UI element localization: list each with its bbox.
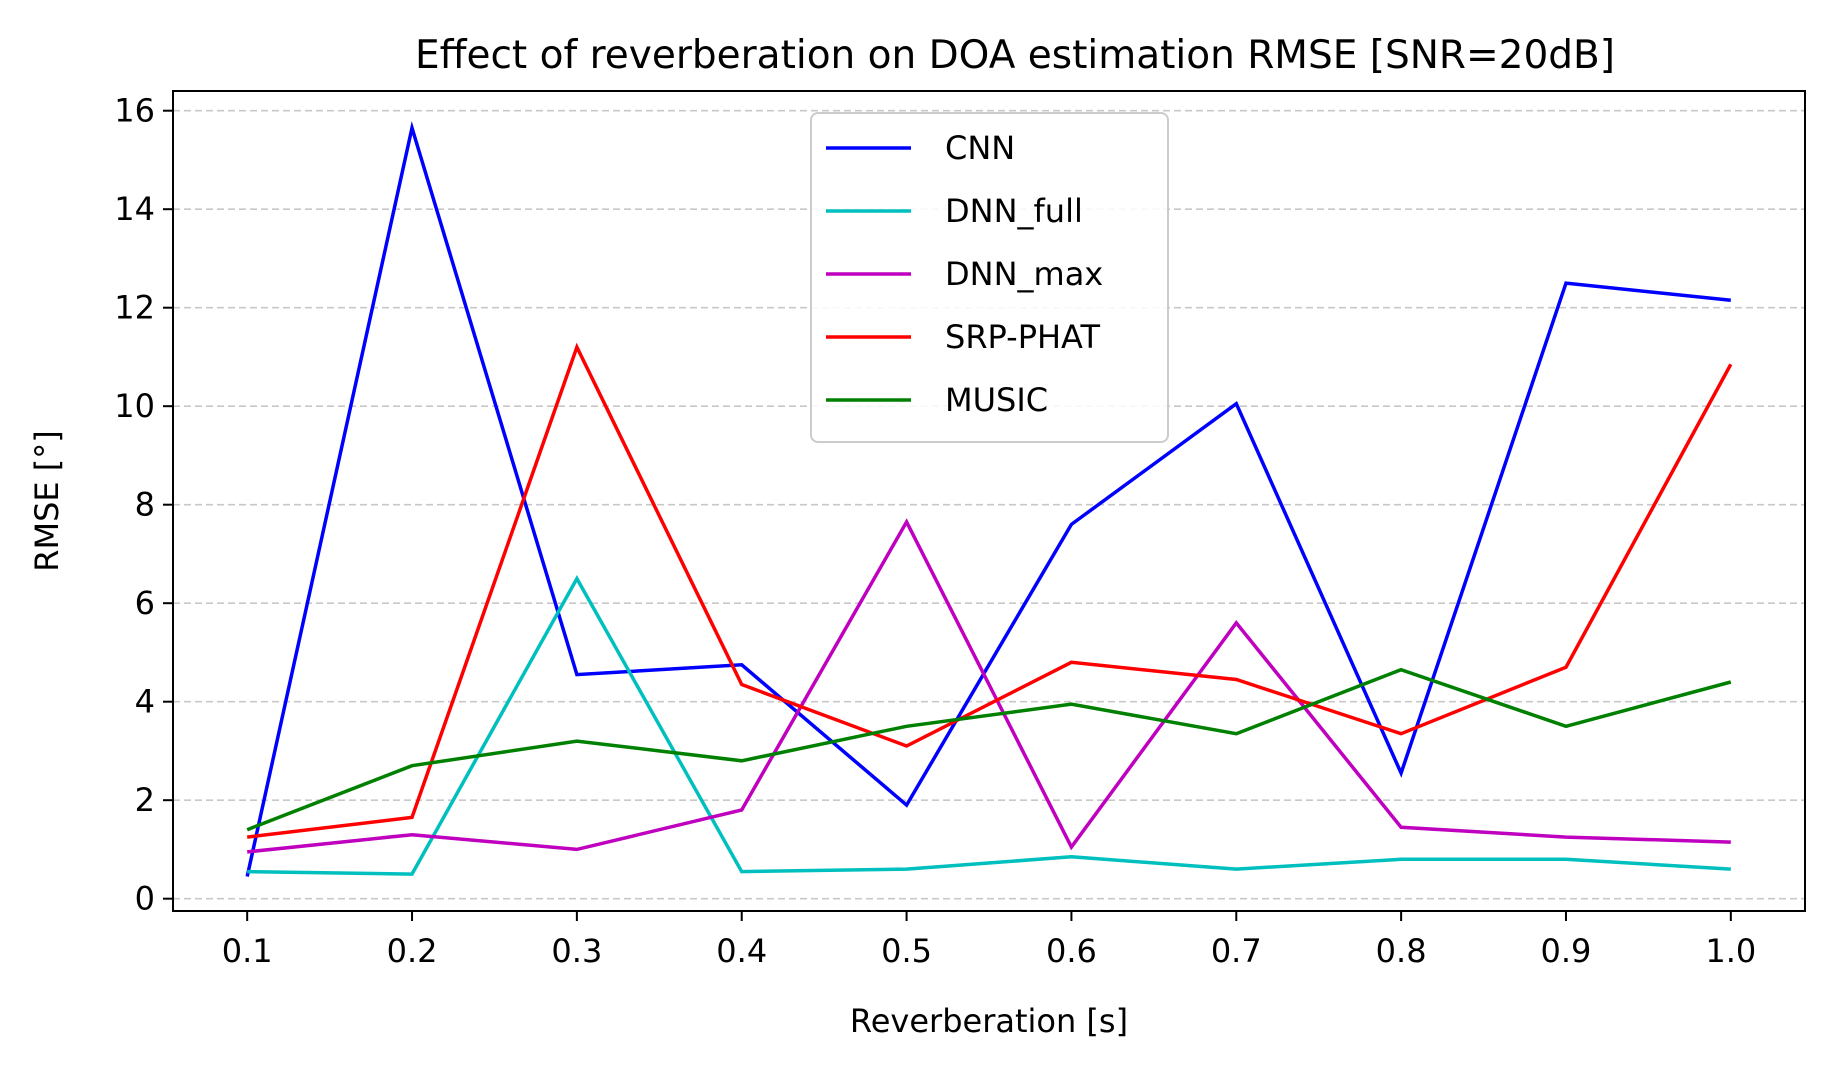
y-tick-label: 2 — [135, 781, 155, 819]
chart-title: Effect of reverberation on DOA estimatio… — [415, 33, 1615, 78]
x-tick-label: 0.6 — [1046, 932, 1097, 970]
x-tick-label: 0.7 — [1211, 932, 1262, 970]
y-tick-label: 16 — [114, 92, 155, 130]
y-tick-label: 6 — [135, 584, 155, 622]
y-tick-label: 0 — [135, 880, 155, 918]
x-tick-label: 0.5 — [881, 932, 932, 970]
legend-label-dnn-full: DNN_full — [945, 192, 1083, 230]
x-axis-label: Reverberation [s] — [850, 1002, 1128, 1040]
x-tick-label: 1.0 — [1705, 932, 1756, 970]
y-tick-label: 4 — [135, 683, 155, 721]
series-line-srp-phat — [246, 342, 1733, 839]
y-axis-ticks: 0 2 4 6 8 10 12 14 16 — [114, 92, 173, 918]
y-tick-label: 14 — [114, 190, 155, 228]
legend-label-srp-phat: SRP-PHAT — [945, 318, 1100, 356]
x-tick-label: 0.1 — [222, 932, 273, 970]
x-tick-label: 0.9 — [1541, 932, 1592, 970]
y-tick-label: 8 — [135, 486, 155, 524]
y-tick-label: 12 — [114, 289, 155, 327]
plot-area-frame — [172, 90, 1806, 912]
x-tick-label: 0.3 — [551, 932, 602, 970]
series-line-music — [246, 667, 1732, 832]
y-tick-label: 10 — [114, 387, 155, 425]
x-tick-label: 0.4 — [716, 932, 767, 970]
x-axis-ticks: 0.1 0.2 0.3 0.4 0.5 0.6 0.7 0.8 0.9 1.0 — [222, 911, 1756, 970]
x-tick-label: 0.2 — [387, 932, 438, 970]
legend-label-dnn-max: DNN_max — [945, 255, 1103, 293]
legend-label-cnn: CNN — [945, 129, 1015, 167]
series-line-dnn-max — [247, 518, 1731, 854]
series-line-cnn — [245, 120, 1731, 877]
y-axis-label: RMSE [°] — [28, 430, 66, 572]
series-lines — [245, 120, 1733, 877]
series-line-dnn-full — [247, 575, 1731, 876]
x-tick-label: 0.8 — [1376, 932, 1427, 970]
legend: CNN DNN_full DNN_max SRP-PHAT MUSIC — [810, 112, 1169, 443]
legend-label-music: MUSIC — [945, 381, 1048, 419]
legend-box — [810, 112, 1169, 443]
